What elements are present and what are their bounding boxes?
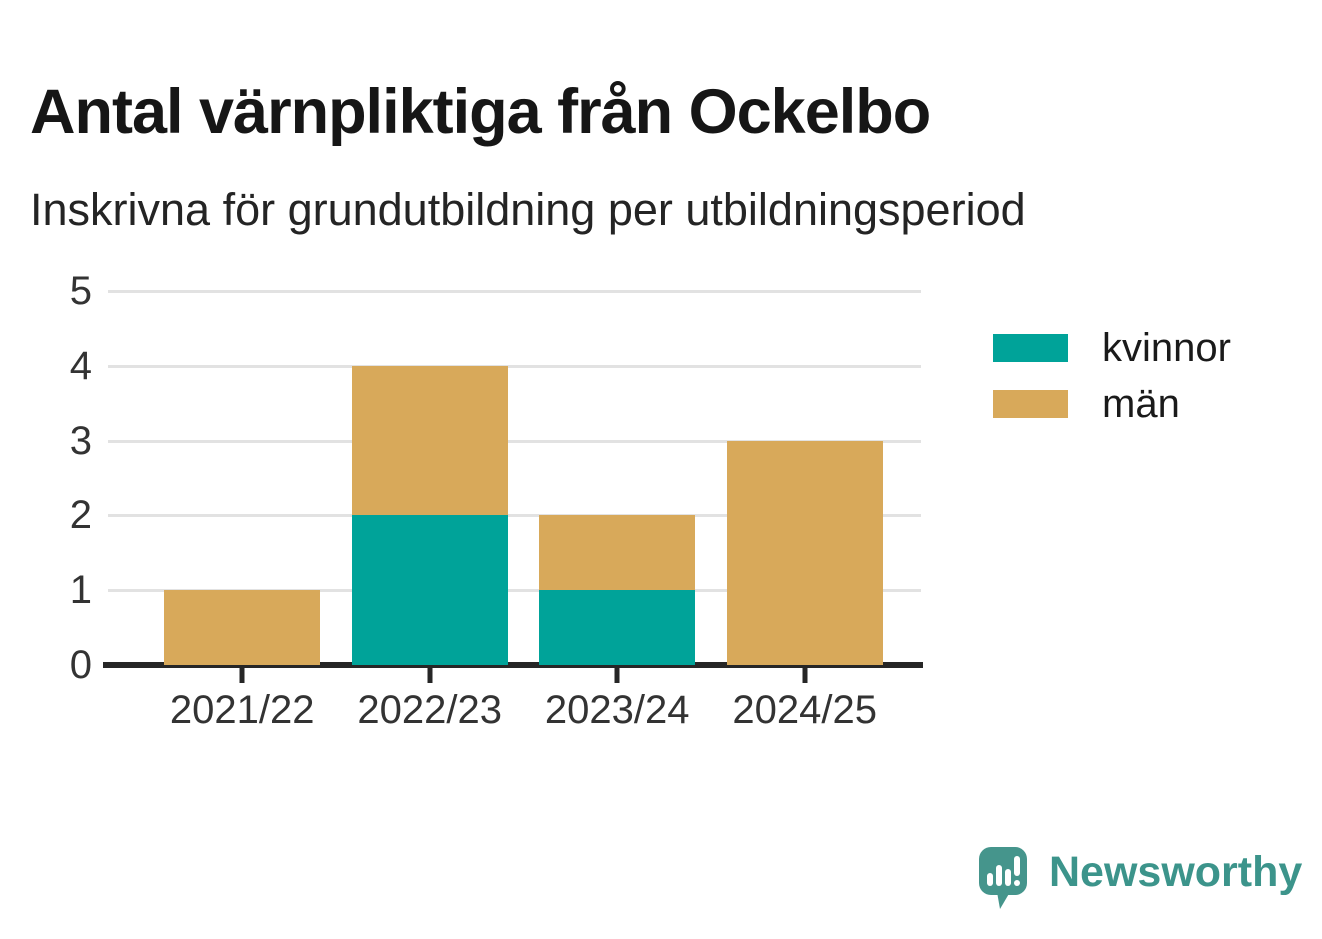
bar-segment-kvinnor-2023/24 — [539, 590, 696, 665]
legend: kvinnor män — [993, 326, 1231, 438]
y-tick-label-4: 4 — [69, 343, 92, 388]
x-tick-label-2024/25: 2024/25 — [732, 688, 878, 732]
x-axis-line — [103, 662, 923, 668]
x-axis-tick-2021/22 — [239, 668, 245, 683]
legend-item-män: män — [993, 382, 1231, 426]
y-tick-label-5: 5 — [69, 269, 92, 313]
legend-label-kvinnor: kvinnor — [1102, 325, 1231, 370]
legend-label-män: män — [1102, 381, 1180, 426]
y-tick-label-1: 1 — [69, 568, 92, 613]
y-tick-label-3: 3 — [69, 418, 92, 463]
legend-swatch-kvinnor — [993, 334, 1068, 362]
x-axis-labels: 2021/22 2022/23 2023/24 2024/25 — [108, 688, 921, 740]
gridline-3 — [108, 439, 921, 443]
plot-area — [103, 290, 923, 683]
gridline-4 — [108, 364, 921, 368]
bar-segment-män-2023/24 — [539, 515, 696, 591]
x-axis-tick-2024/25 — [802, 668, 808, 683]
gridline-2 — [108, 514, 921, 518]
chart-subtitle: Inskrivna för grundutbildning per utbild… — [30, 184, 1026, 235]
gridline-5 — [108, 290, 921, 293]
x-axis-tick-2022/23 — [427, 668, 433, 683]
bar-segment-män-2022/23 — [351, 365, 508, 516]
x-tick-label-2022/23: 2022/23 — [357, 688, 502, 732]
x-tick-label-2021/22: 2021/22 — [169, 688, 315, 732]
y-tick-label-0: 0 — [69, 643, 92, 687]
bar-segment-män-2024/25 — [726, 440, 883, 665]
x-tick-label-2023/24: 2023/24 — [544, 688, 690, 732]
y-tick-label-2: 2 — [69, 493, 92, 538]
x-axis-tick-2023/24 — [614, 668, 620, 683]
y-axis: 0 1 2 3 4 5 — [0, 271, 92, 685]
chart-title: Antal värnpliktiga från Ockelbo — [30, 77, 931, 148]
bar-segment-män-2021/22 — [164, 590, 321, 665]
legend-swatch-män — [993, 390, 1068, 418]
gridline-1 — [108, 589, 921, 593]
newsworthy-logo-icon — [979, 847, 1027, 909]
newsworthy-logo: Newsworthy — [978, 842, 1302, 912]
bar-segment-kvinnor-2022/23 — [351, 515, 508, 665]
legend-item-kvinnor: kvinnor — [993, 326, 1231, 370]
newsworthy-logo-text: Newsworthy — [1049, 848, 1303, 896]
